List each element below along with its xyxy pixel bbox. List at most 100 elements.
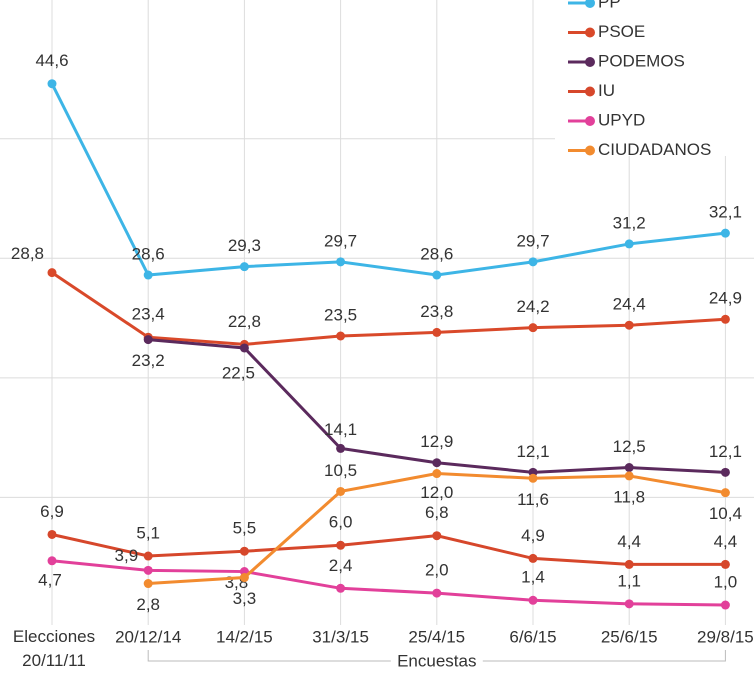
data-label: 11,8 (613, 487, 645, 506)
data-point (528, 323, 538, 333)
data-point (239, 343, 249, 353)
data-label: 23,4 (132, 305, 165, 324)
data-label: 4,4 (617, 532, 641, 551)
data-point (336, 331, 346, 341)
x-tick-label: 29/8/15 (697, 627, 754, 646)
annotation: Encuestas (397, 651, 476, 670)
data-label: 24,2 (516, 297, 549, 316)
data-label: 28,6 (132, 245, 165, 264)
data-point (624, 599, 634, 609)
x-tick-label: 31/3/15 (312, 627, 369, 646)
data-label: 22,8 (228, 312, 261, 331)
data-label: 10,5 (324, 461, 357, 480)
data-point (528, 473, 538, 483)
data-point (720, 228, 730, 238)
data-point (239, 546, 249, 556)
data-point (143, 335, 153, 345)
x-tick-label: Elecciones 20/11/11 (13, 627, 95, 670)
data-point (624, 239, 634, 249)
legend-label: CIUDADANOS (598, 140, 711, 159)
data-label: 28,6 (420, 245, 453, 264)
data-point (432, 458, 442, 468)
data-point (624, 463, 634, 473)
data-label: 28,8 (11, 244, 44, 263)
data-label: 6,9 (40, 502, 64, 521)
legend-dot (585, 116, 595, 126)
data-point (432, 531, 442, 541)
data-point (432, 588, 442, 598)
series-line (50, 83, 726, 277)
data-label: 29,7 (516, 231, 549, 250)
data-label: 29,3 (228, 236, 261, 255)
data-label: 3,9 (115, 546, 139, 565)
data-label: 1,1 (617, 571, 641, 590)
data-point (528, 553, 538, 563)
data-point (432, 469, 442, 479)
data-point (47, 529, 57, 539)
data-label: 10,4 (709, 504, 742, 523)
data-point (239, 262, 249, 272)
data-point (336, 486, 346, 496)
data-label: 32,1 (709, 203, 742, 222)
legend-dot (585, 145, 595, 156)
x-tick-label: 6/6/15 (509, 627, 556, 646)
data-label: 22,5 (222, 363, 255, 382)
data-point (143, 579, 153, 589)
data-label: 1,0 (714, 573, 738, 592)
data-label: 24,4 (613, 295, 646, 314)
legend-box (555, 0, 754, 156)
data-label: 5,1 (136, 524, 160, 543)
data-point (47, 556, 57, 566)
data-label: 5,5 (233, 519, 257, 538)
data-point (143, 551, 153, 561)
data-point (624, 320, 634, 330)
data-label: 4,9 (521, 526, 545, 545)
legend-dot (585, 57, 595, 67)
legend-dot (585, 0, 595, 8)
data-point (336, 583, 346, 593)
data-point (624, 471, 634, 481)
data-point (432, 327, 442, 337)
data-label: 11,6 (517, 490, 549, 509)
data-label: 44,6 (35, 51, 68, 70)
data-point (720, 314, 730, 324)
data-point (143, 565, 153, 575)
x-tick-label: 25/4/15 (408, 627, 465, 646)
data-point (47, 268, 57, 278)
data-label: 12,1 (709, 442, 742, 461)
data-point (528, 595, 538, 605)
data-label: 31,2 (613, 213, 646, 232)
data-label: 24,9 (709, 289, 742, 308)
data-label: 1,4 (521, 568, 545, 587)
data-point (720, 488, 730, 498)
data-label: 12,0 (420, 483, 453, 502)
data-point (720, 559, 730, 569)
data-label: 4,4 (714, 532, 738, 551)
data-label: 2,0 (425, 561, 449, 580)
data-point (239, 573, 249, 583)
data-label: 6,0 (329, 513, 353, 532)
x-tick-label: 14/2/15 (216, 627, 273, 646)
data-label: 23,2 (132, 351, 165, 370)
data-label: 23,5 (324, 305, 357, 324)
x-tick-label: 20/12/14 (115, 627, 181, 646)
data-point (432, 270, 442, 280)
data-label: 12,9 (420, 432, 453, 451)
legend-label: PSOE (598, 22, 645, 41)
data-label: 2,4 (329, 556, 353, 575)
data-label: 12,5 (613, 437, 646, 456)
annotation-bracket (147, 650, 726, 662)
data-label: 29,7 (324, 231, 357, 250)
legend-label: PODEMOS (598, 51, 685, 70)
legend-dot (585, 86, 595, 97)
data-label: 14,1 (324, 420, 357, 439)
data-point (336, 443, 346, 453)
data-point (143, 270, 153, 280)
data-label: 6,8 (425, 503, 449, 522)
legend-label: IU (598, 81, 615, 100)
data-label: 3,3 (233, 589, 257, 608)
data-label: 23,8 (420, 302, 453, 321)
legend-label: UPYD (598, 110, 645, 129)
data-point (336, 257, 346, 267)
